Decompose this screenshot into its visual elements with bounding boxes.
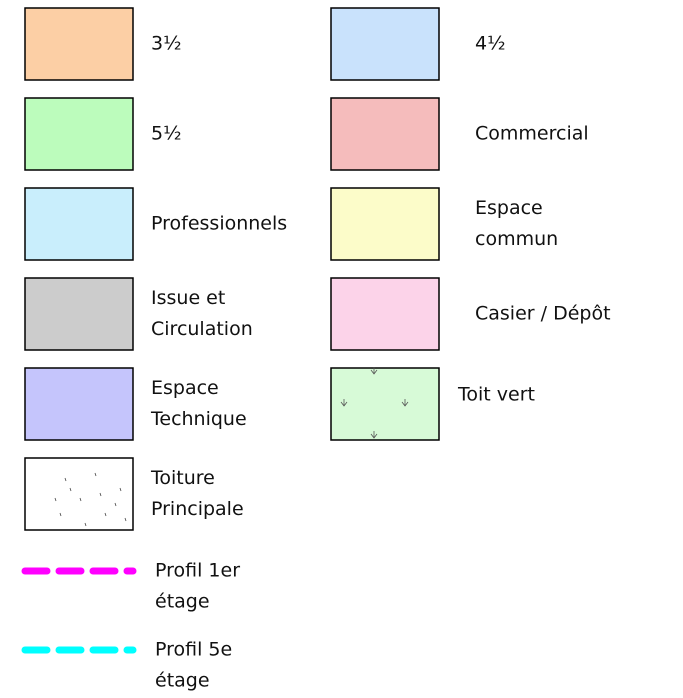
legend-label: Principale [151,498,244,520]
legend-label: Profil 1er [155,560,240,582]
pattern-mark [64,477,67,482]
legend-swatch [24,7,134,81]
legend-label: Circulation [151,318,253,340]
legend-label: Espace [475,197,543,219]
legend-label: commun [475,228,558,250]
legend-label: Profil 5e [155,639,232,661]
legend-swatch [330,367,440,441]
legend-swatch [330,187,440,261]
legend-swatch [24,277,134,351]
pattern-mark [401,399,409,407]
legend-label: Issue et [151,287,225,309]
legend-swatch [24,457,134,531]
legend-label: Toit vert [457,384,535,406]
legend-swatch [24,187,134,261]
legend-swatch [24,97,134,171]
legend-label: étage [155,591,210,613]
legend-swatch [330,97,440,171]
legend-label: Toiture [150,467,215,489]
pattern-mark [370,367,378,375]
pattern-mark [370,431,378,439]
legend-label: 5½ [151,123,182,145]
pattern-mark [340,399,348,407]
pattern-mark [79,497,82,502]
pattern-mark [84,522,87,527]
pattern-mark [69,487,72,492]
legend-label: Commercial [475,123,589,145]
pattern-mark [119,487,122,492]
pattern-mark [124,517,127,522]
pattern-mark [59,512,62,517]
pattern-mark [94,472,97,477]
legend-label: étage [155,670,210,692]
legend-label: Casier / Dépôt [475,303,611,325]
legend-label: Technique [150,408,247,430]
legend-label: 4½ [475,33,506,55]
pattern-mark [54,497,57,502]
legend-label: 3½ [151,33,182,55]
legend-swatch [330,7,440,81]
pattern-mark [114,502,117,507]
pattern-mark [99,492,102,497]
legend-swatch [330,277,440,351]
legend-swatch [24,367,134,441]
legend-label: Professionnels [151,213,287,235]
pattern-mark [104,512,107,517]
legend-label: Espace [151,377,219,399]
